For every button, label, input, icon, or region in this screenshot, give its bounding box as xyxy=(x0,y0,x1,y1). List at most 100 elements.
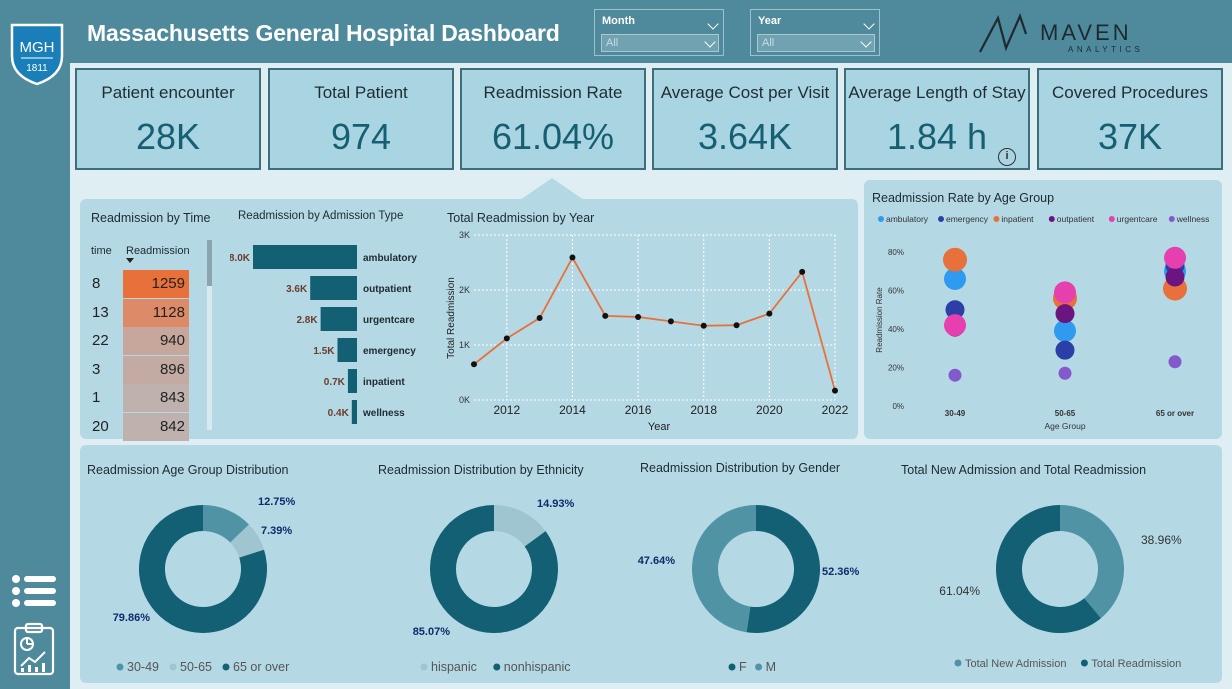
y-tick-label: 0K xyxy=(459,395,470,405)
category-label: urgentcare xyxy=(363,315,415,326)
readmission-cell: 843 xyxy=(123,384,189,412)
x-axis-label: Year xyxy=(648,421,671,433)
kpi-card-average-length-of-stay: Average Length of Stay 1.84 h i xyxy=(844,68,1030,170)
x-tick-label: 2022 xyxy=(822,403,849,417)
slice-label: 85.07% xyxy=(413,626,451,638)
donut-slice xyxy=(1060,505,1124,619)
data-point xyxy=(1164,246,1186,269)
info-icon[interactable]: i xyxy=(998,148,1016,166)
bar xyxy=(337,338,357,362)
kpi-label: Readmission Rate xyxy=(483,83,623,102)
ethnicity-dist-title: Readmission Distribution by Ethnicity xyxy=(378,463,584,477)
bar-value-label: 8.0K xyxy=(230,253,251,264)
y-axis-label: Readmission Rate xyxy=(875,287,884,353)
bar xyxy=(351,400,357,424)
table-row[interactable]: 20 842 xyxy=(90,412,204,441)
legend-marker xyxy=(1168,216,1175,222)
kpi-card-patient-encounter: Patient encounter 28K xyxy=(75,68,261,170)
legend-marker xyxy=(116,663,124,671)
table-scrollbar[interactable] xyxy=(207,240,212,430)
bar xyxy=(253,245,357,269)
donut-slice xyxy=(746,505,821,633)
table-row[interactable]: 13 1128 xyxy=(90,298,204,327)
mgh-logo: MGH 1811 xyxy=(10,23,64,86)
donut-slice xyxy=(139,505,267,633)
data-point xyxy=(1055,340,1075,360)
x-tick-label: 2012 xyxy=(493,403,520,417)
data-point xyxy=(667,318,674,325)
legend-label: wellness xyxy=(1176,214,1210,224)
report-clipboard-icon[interactable] xyxy=(13,622,55,676)
slice-label: 38.96% xyxy=(1141,533,1182,547)
table-row[interactable]: 1 843 xyxy=(90,384,204,412)
chevron-down-icon[interactable] xyxy=(707,18,719,30)
category-label: wellness xyxy=(362,408,405,419)
svg-text:1811: 1811 xyxy=(26,63,48,74)
kpi-card-total-patient: Total Patient 974 xyxy=(268,68,454,170)
x-tick-label: 2016 xyxy=(625,403,652,417)
x-tick-label: 50-65 xyxy=(1055,409,1076,418)
legend-label: 50-65 xyxy=(180,660,212,674)
month-filter-select[interactable]: All xyxy=(601,34,719,52)
col-time-header[interactable]: time xyxy=(91,245,112,257)
data-point xyxy=(944,267,966,290)
data-point xyxy=(1055,304,1075,324)
table-row[interactable]: 3 896 xyxy=(90,355,204,384)
svg-text:ANALYTICS: ANALYTICS xyxy=(1068,45,1143,54)
y-tick-label: 1K xyxy=(459,340,470,350)
data-point xyxy=(945,300,965,320)
legend-label: 65 or over xyxy=(233,660,289,674)
bar-value-label: 0.7K xyxy=(324,377,346,388)
legend-marker xyxy=(222,663,230,671)
scrollbar-thumb[interactable] xyxy=(207,240,212,286)
kpi-value: 61.04% xyxy=(491,116,615,157)
year-filter-select[interactable]: All xyxy=(757,34,875,52)
kpi-label: Average Cost per Visit xyxy=(660,83,830,102)
table-row[interactable]: 8 1259 xyxy=(90,270,204,298)
bar-value-label: 1.5K xyxy=(313,346,335,357)
col-readmission-header[interactable]: Readmission xyxy=(126,245,190,257)
legend-marker xyxy=(878,216,884,222)
bar-value-label: 2.8K xyxy=(296,315,318,326)
year-filter[interactable]: Year All xyxy=(750,9,880,56)
chevron-down-icon[interactable] xyxy=(863,18,875,30)
distribution-donut-charts: 12.75% 7.39% 79.86% 30-49 50-65 65 or over 14.… xyxy=(113,496,1182,674)
sort-desc-icon[interactable] xyxy=(126,258,134,263)
age-group-rate-title: Readmission Rate by Age Group xyxy=(872,191,1055,205)
legend-label: ambulatory xyxy=(886,214,929,224)
table-row[interactable]: 22 940 xyxy=(90,327,204,355)
distribution-panel xyxy=(80,445,1222,683)
legend-label: M xyxy=(766,660,776,674)
svg-text:MAVEN: MAVEN xyxy=(1040,20,1132,45)
data-point xyxy=(832,387,838,394)
y-tick-label: 2K xyxy=(459,285,470,295)
selection-pointer xyxy=(520,178,584,200)
readmission-cell: 940 xyxy=(123,327,189,355)
x-tick-label: 2020 xyxy=(756,403,783,417)
kpi-card-readmission-rate: Readmission Rate 61.04% xyxy=(460,68,646,170)
category-label: outpatient xyxy=(363,284,412,295)
slice-label: 61.04% xyxy=(939,584,980,598)
x-tick-label: 2018 xyxy=(690,403,717,417)
admission-type-chart: 8.0K ambulatory 3.6K outpatient 2.8K urgentca… xyxy=(230,245,417,424)
y-tick-label: 60% xyxy=(888,287,904,296)
kpi-value: 28K xyxy=(135,116,201,157)
legend-marker xyxy=(954,659,962,667)
donut-slice xyxy=(692,505,756,633)
category-label: inpatient xyxy=(363,377,405,388)
slice-label: 79.86% xyxy=(113,612,151,624)
slice-label: 14.93% xyxy=(537,498,575,510)
month-filter-label: Month xyxy=(602,15,635,27)
month-filter[interactable]: Month All xyxy=(594,9,724,56)
data-point xyxy=(1165,267,1185,287)
legend-label: inpatient xyxy=(1001,214,1034,224)
page-title: Massachusetts General Hospital Dashboard xyxy=(87,20,560,46)
sidebar xyxy=(0,0,70,689)
kpi-value: 37K xyxy=(1097,116,1163,157)
legend-label: Total New Admission xyxy=(965,658,1067,670)
bar xyxy=(320,307,357,331)
age-dist-title: Readmission Age Group Distribution xyxy=(87,463,289,477)
legend-marker xyxy=(993,216,1000,222)
month-filter-value: All xyxy=(606,37,619,49)
menu-list-icon[interactable] xyxy=(11,574,57,608)
